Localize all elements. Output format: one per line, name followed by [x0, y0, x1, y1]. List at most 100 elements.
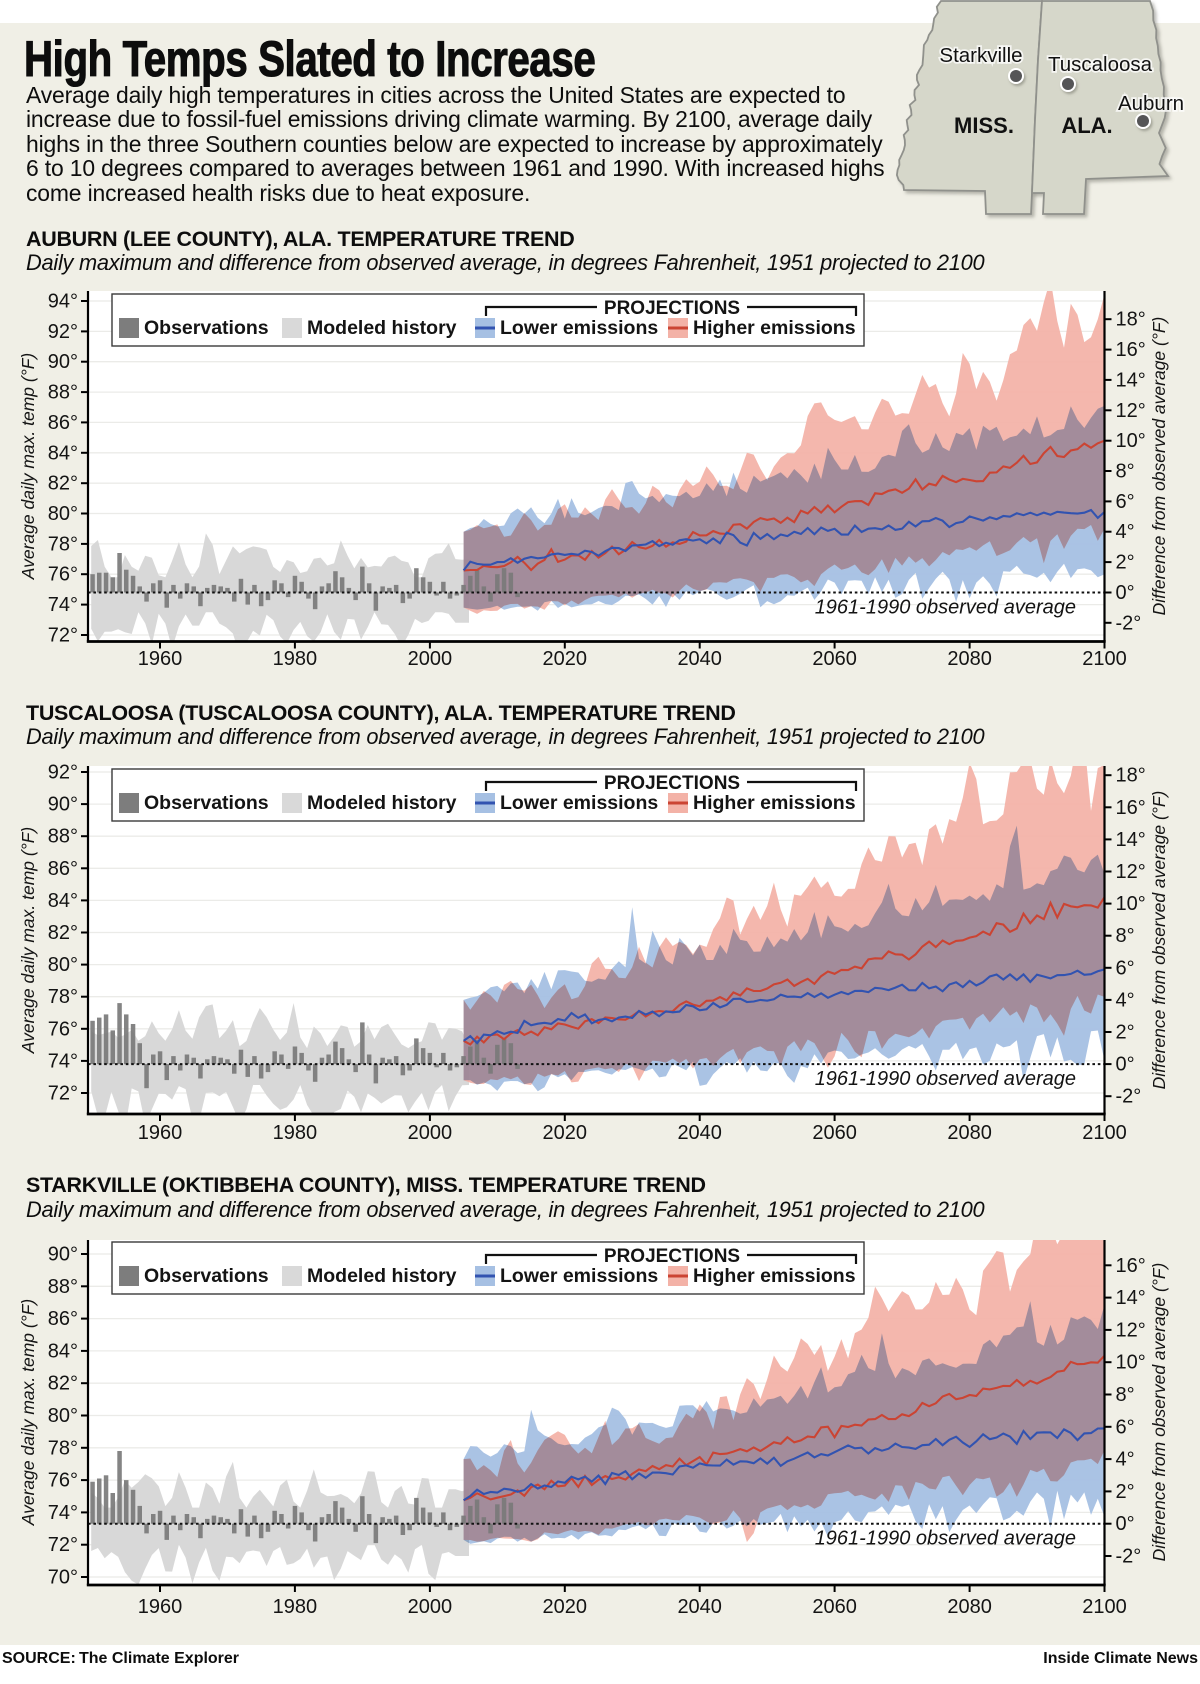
svg-text:12°: 12° [1116, 400, 1146, 422]
svg-text:90°: 90° [48, 1244, 78, 1266]
svg-text:8°: 8° [1116, 1384, 1135, 1406]
svg-text:10°: 10° [1116, 893, 1146, 915]
svg-text:76°: 76° [48, 564, 78, 586]
svg-text:2000: 2000 [408, 648, 453, 670]
svg-text:Average daily max. temp (°F): Average daily max. temp (°F) [18, 827, 38, 1054]
svg-text:4°: 4° [1116, 1449, 1135, 1471]
svg-text:0°: 0° [1116, 1513, 1135, 1535]
svg-text:0°: 0° [1116, 582, 1135, 604]
svg-text:2°: 2° [1116, 1481, 1135, 1503]
svg-text:Modeled history: Modeled history [307, 1265, 457, 1287]
svg-text:Higher emissions: Higher emissions [693, 317, 856, 339]
svg-text:94°: 94° [48, 291, 78, 313]
svg-text:86°: 86° [48, 1308, 78, 1330]
svg-text:8°: 8° [1116, 925, 1135, 947]
svg-text:76°: 76° [48, 1470, 78, 1492]
svg-text:2020: 2020 [543, 1122, 588, 1144]
svg-text:82°: 82° [48, 922, 78, 944]
svg-text:88°: 88° [48, 1276, 78, 1298]
svg-text:2040: 2040 [677, 648, 722, 670]
svg-text:4°: 4° [1116, 989, 1135, 1011]
svg-text:92°: 92° [48, 762, 78, 784]
svg-text:Difference from observed avera: Difference from observed average (°F) [1149, 1263, 1169, 1562]
svg-text:72°: 72° [48, 1083, 78, 1105]
svg-text:74°: 74° [48, 1050, 78, 1072]
svg-text:16°: 16° [1116, 797, 1146, 819]
svg-text:6°: 6° [1116, 1416, 1135, 1438]
svg-text:Lower emissions: Lower emissions [500, 792, 658, 814]
svg-text:10°: 10° [1116, 430, 1146, 452]
svg-text:90°: 90° [48, 794, 78, 816]
svg-text:1960: 1960 [138, 1122, 183, 1144]
svg-text:76°: 76° [48, 1018, 78, 1040]
svg-text:80°: 80° [48, 503, 78, 525]
svg-text:14°: 14° [1116, 369, 1146, 391]
svg-text:Average daily max. temp (°F): Average daily max. temp (°F) [18, 353, 38, 580]
svg-text:72°: 72° [48, 625, 78, 647]
svg-text:PROJECTIONS: PROJECTIONS [604, 298, 740, 319]
svg-text:82°: 82° [48, 473, 78, 495]
svg-text:0°: 0° [1116, 1054, 1135, 1076]
svg-text:Tuscaloosa: Tuscaloosa [1048, 53, 1153, 76]
svg-text:2080: 2080 [947, 1122, 992, 1144]
svg-text:78°: 78° [48, 533, 78, 555]
svg-text:2000: 2000 [408, 1122, 453, 1144]
svg-text:1961-1990 observed average: 1961-1990 observed average [815, 1528, 1076, 1550]
svg-text:Auburn: Auburn [1118, 92, 1184, 115]
svg-text:6°: 6° [1116, 491, 1135, 513]
svg-text:1960: 1960 [138, 648, 183, 670]
svg-text:18°: 18° [1116, 309, 1146, 331]
svg-text:78°: 78° [48, 986, 78, 1008]
svg-text:86°: 86° [48, 858, 78, 880]
svg-text:16°: 16° [1116, 339, 1146, 361]
svg-text:Observations: Observations [144, 792, 269, 814]
svg-text:2060: 2060 [812, 648, 857, 670]
svg-text:-2°: -2° [1116, 1086, 1142, 1108]
svg-text:2040: 2040 [677, 1122, 722, 1144]
svg-text:8°: 8° [1116, 461, 1135, 483]
svg-text:1961-1990 observed average: 1961-1990 observed average [815, 597, 1076, 619]
svg-text:1980: 1980 [273, 1596, 318, 1618]
svg-text:Difference from observed avera: Difference from observed average (°F) [1149, 317, 1169, 616]
svg-text:10°: 10° [1116, 1352, 1146, 1374]
svg-text:1980: 1980 [273, 648, 318, 670]
svg-text:Higher emissions: Higher emissions [693, 792, 856, 814]
svg-text:Observations: Observations [144, 1265, 269, 1287]
svg-text:Observations: Observations [144, 317, 269, 339]
svg-text:4°: 4° [1116, 521, 1135, 543]
svg-text:PROJECTIONS: PROJECTIONS [604, 1246, 740, 1267]
svg-text:12°: 12° [1116, 1319, 1146, 1341]
svg-text:Modeled history: Modeled history [307, 792, 457, 814]
svg-text:-2°: -2° [1116, 612, 1142, 634]
svg-text:80°: 80° [48, 954, 78, 976]
svg-text:90°: 90° [48, 351, 78, 373]
svg-text:2°: 2° [1116, 1022, 1135, 1044]
svg-text:ALA.: ALA. [1061, 113, 1112, 138]
svg-text:88°: 88° [48, 826, 78, 848]
svg-text:14°: 14° [1116, 829, 1146, 851]
svg-text:Lower emissions: Lower emissions [500, 1265, 658, 1287]
svg-text:14°: 14° [1116, 1287, 1146, 1309]
svg-text:Difference from observed avera: Difference from observed average (°F) [1149, 791, 1169, 1090]
svg-text:12°: 12° [1116, 861, 1146, 883]
svg-text:74°: 74° [48, 594, 78, 616]
svg-text:PROJECTIONS: PROJECTIONS [604, 773, 740, 794]
svg-text:80°: 80° [48, 1405, 78, 1427]
svg-text:84°: 84° [48, 890, 78, 912]
svg-text:6°: 6° [1116, 957, 1135, 979]
svg-text:78°: 78° [48, 1437, 78, 1459]
svg-text:1960: 1960 [138, 1596, 183, 1618]
svg-text:88°: 88° [48, 382, 78, 404]
svg-text:18°: 18° [1116, 765, 1146, 787]
svg-text:2060: 2060 [812, 1122, 857, 1144]
svg-text:2080: 2080 [947, 648, 992, 670]
svg-text:MISS.: MISS. [954, 113, 1014, 138]
svg-text:2020: 2020 [543, 1596, 588, 1618]
svg-text:86°: 86° [48, 412, 78, 434]
svg-text:2°: 2° [1116, 552, 1135, 574]
svg-text:72°: 72° [48, 1534, 78, 1556]
svg-text:74°: 74° [48, 1502, 78, 1524]
svg-text:Starkville: Starkville [939, 44, 1022, 67]
svg-text:2040: 2040 [677, 1596, 722, 1618]
svg-text:82°: 82° [48, 1373, 78, 1395]
